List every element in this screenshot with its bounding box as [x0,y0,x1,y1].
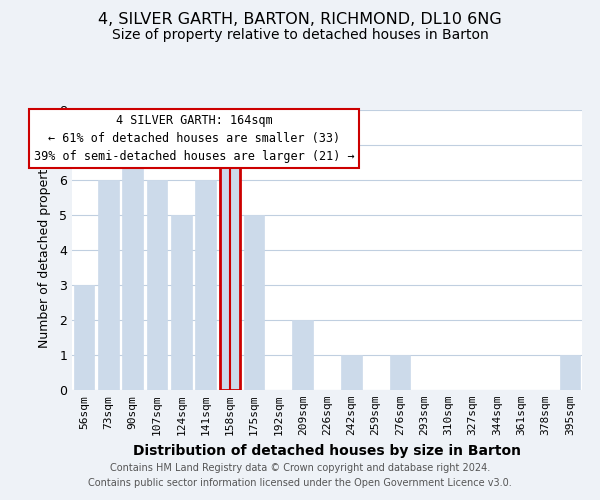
X-axis label: Distribution of detached houses by size in Barton: Distribution of detached houses by size … [133,444,521,458]
Bar [560,355,580,390]
Bar [292,320,313,390]
Text: Contains HM Land Registry data © Crown copyright and database right 2024.
Contai: Contains HM Land Registry data © Crown c… [88,462,512,487]
Bar [389,355,410,390]
Text: 4, SILVER GARTH, BARTON, RICHMOND, DL10 6NG: 4, SILVER GARTH, BARTON, RICHMOND, DL10 … [98,12,502,28]
Bar [122,145,143,390]
Bar [341,355,362,390]
Bar [146,180,167,390]
Bar [74,285,94,390]
Bar [244,215,265,390]
Bar [220,145,240,390]
Bar [171,215,191,390]
Bar [98,180,119,390]
Text: Size of property relative to detached houses in Barton: Size of property relative to detached ho… [112,28,488,42]
Y-axis label: Number of detached properties: Number of detached properties [38,152,51,348]
Text: 4 SILVER GARTH: 164sqm
← 61% of detached houses are smaller (33)
39% of semi-det: 4 SILVER GARTH: 164sqm ← 61% of detached… [34,114,355,163]
Bar [195,180,216,390]
